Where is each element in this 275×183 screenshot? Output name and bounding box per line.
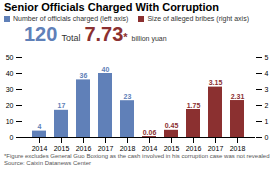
svg-text:2017: 2017 (98, 145, 114, 152)
svg-text:2017: 2017 (208, 145, 224, 152)
svg-text:40: 40 (102, 66, 110, 73)
svg-text:2015: 2015 (164, 145, 180, 152)
svg-text:10: 10 (6, 118, 14, 125)
svg-text:17: 17 (58, 102, 66, 109)
svg-text:2016: 2016 (76, 145, 92, 152)
svg-text:50: 50 (6, 54, 14, 61)
svg-text:0.06: 0.06 (143, 129, 157, 136)
svg-text:2018: 2018 (120, 145, 136, 152)
svg-text:2014: 2014 (142, 145, 158, 152)
svg-text:5: 5 (265, 54, 269, 61)
svg-text:2015: 2015 (54, 145, 70, 152)
svg-text:0: 0 (10, 134, 14, 141)
html-text:Number of officials charged (l: Number of officials charged (left axis) (13, 15, 129, 22)
svg-text:2014: 2014 (32, 145, 48, 152)
html-text:Size of alleged bribes (right: Size of alleged bribes (right axis) (147, 15, 249, 22)
html-text:Source: Caixin Datanews Center: Source: Caixin Datanews Center (4, 160, 91, 166)
svg-text:20: 20 (6, 102, 14, 109)
html-text:Senior Officials Charged With: Senior Officials Charged With Corruption (4, 1, 219, 13)
svg-text:3: 3 (265, 86, 269, 93)
svg-text:40: 40 (6, 70, 14, 77)
html-text:*Figure excludes General Guo B: *Figure excludes General Guo Boxiong as … (4, 153, 270, 159)
svg-text:3.15: 3.15 (209, 79, 223, 86)
svg-text:4: 4 (38, 123, 42, 130)
svg-text:4: 4 (265, 70, 269, 77)
svg-text:2.31: 2.31 (231, 93, 245, 100)
svg-text:36: 36 (80, 72, 88, 79)
html-text:Total: Total (61, 33, 81, 43)
html-text:120: 120 (24, 23, 58, 45)
svg-text:2018: 2018 (230, 145, 246, 152)
html-text:7.73* billion yuan: 7.73* billion yuan (84, 23, 167, 45)
svg-text:23: 23 (124, 93, 132, 100)
svg-text:1.75: 1.75 (187, 102, 201, 109)
svg-text:0: 0 (265, 134, 269, 141)
svg-text:1: 1 (265, 118, 269, 125)
svg-text:0.45: 0.45 (165, 122, 179, 129)
svg-text:2016: 2016 (186, 145, 202, 152)
svg-text:2: 2 (265, 102, 269, 109)
svg-text:30: 30 (6, 86, 14, 93)
